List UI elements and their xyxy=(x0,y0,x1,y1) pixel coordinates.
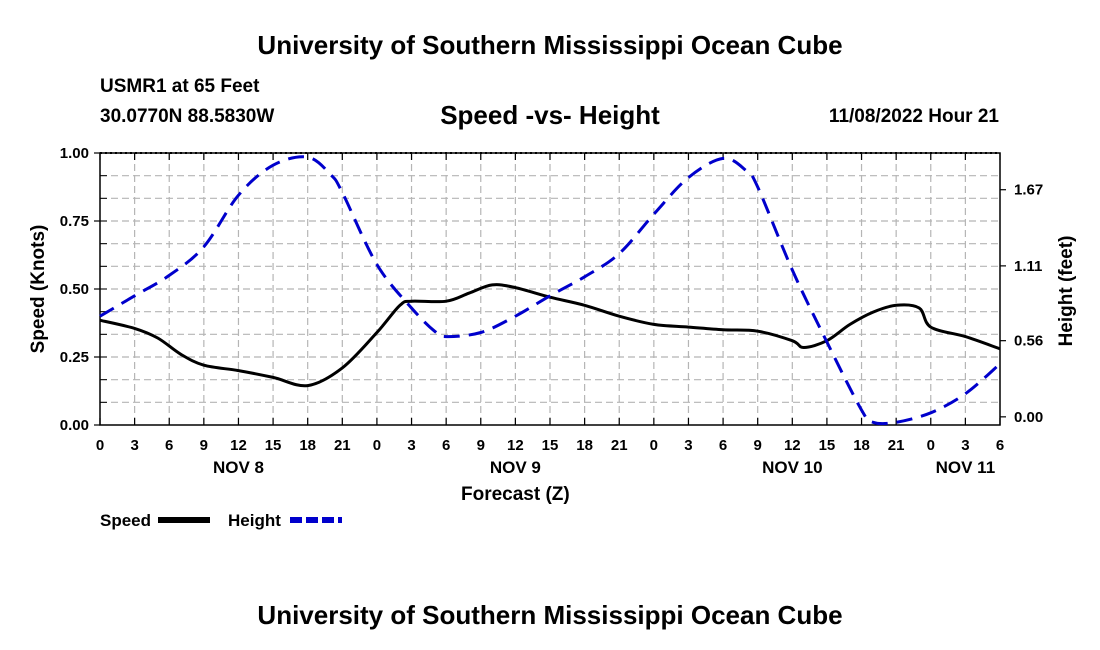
y-tick-label: 1.00 xyxy=(60,145,89,162)
x-tick-label: 9 xyxy=(754,437,762,454)
x-tick-label: 6 xyxy=(719,437,727,454)
y-tick-label: 0.25 xyxy=(60,349,89,366)
y2-tick-label: 1.11 xyxy=(1014,258,1042,275)
x-tick-label: 6 xyxy=(442,437,450,454)
x-tick-label: 9 xyxy=(477,437,485,454)
x-tick-label: 15 xyxy=(265,437,282,454)
x-tick-label: 12 xyxy=(784,437,801,454)
y-axis-label: Speed (Knots) xyxy=(28,225,49,354)
y2-tick-label: 1.67 xyxy=(1014,182,1043,199)
x-tick-label: 0 xyxy=(373,437,381,454)
x-tick-label: 3 xyxy=(961,437,969,454)
x-tick-label: 15 xyxy=(819,437,836,454)
x-day-label: NOV 9 xyxy=(490,458,541,477)
x-day-label: NOV 11 xyxy=(936,458,996,477)
y-tick-label: 0.00 xyxy=(60,417,89,434)
y-tick-label: 0.50 xyxy=(60,281,89,298)
x-tick-label: 0 xyxy=(650,437,658,454)
x-tick-label: 15 xyxy=(542,437,559,454)
y2-tick-label: 0.56 xyxy=(1014,333,1043,350)
chart-subtitle: Speed -vs- Height xyxy=(440,100,660,130)
x-day-label: NOV 10 xyxy=(762,458,822,477)
x-tick-label: 0 xyxy=(927,437,935,454)
x-tick-label: 12 xyxy=(230,437,247,454)
station-label: USMR1 at 65 Feet xyxy=(100,76,260,97)
x-tick-label: 6 xyxy=(996,437,1004,454)
x-tick-label: 18 xyxy=(853,437,870,454)
legend-label-height: Height xyxy=(228,511,281,530)
x-tick-label: 18 xyxy=(576,437,593,454)
footer-title: University of Southern Mississippi Ocean… xyxy=(257,600,843,630)
x-tick-label: 21 xyxy=(888,437,905,454)
y-tick-label: 0.75 xyxy=(60,213,89,230)
chart-main-title: University of Southern Mississippi Ocean… xyxy=(257,30,843,60)
legend-label-speed: Speed xyxy=(100,511,151,530)
x-day-label: NOV 8 xyxy=(213,458,264,477)
y2-axis-label: Height (feet) xyxy=(1056,236,1077,347)
x-tick-label: 18 xyxy=(299,437,316,454)
series-line-height xyxy=(99,155,1001,426)
x-tick-label: 21 xyxy=(611,437,628,454)
x-tick-label: 0 xyxy=(96,437,104,454)
x-tick-label: 12 xyxy=(507,437,524,454)
y2-tick-label: 0.00 xyxy=(1014,409,1043,426)
x-axis-label: Forecast (Z) xyxy=(461,484,570,505)
x-tick-label: 9 xyxy=(200,437,208,454)
x-tick-label: 21 xyxy=(334,437,351,454)
x-tick-label: 3 xyxy=(684,437,692,454)
x-tick-label: 3 xyxy=(407,437,415,454)
station-coordinates: 30.0770N 88.5830W xyxy=(100,106,275,127)
forecast-datetime: 11/08/2022 Hour 21 xyxy=(828,106,999,127)
x-tick-label: 3 xyxy=(130,437,138,454)
x-tick-label: 6 xyxy=(165,437,173,454)
